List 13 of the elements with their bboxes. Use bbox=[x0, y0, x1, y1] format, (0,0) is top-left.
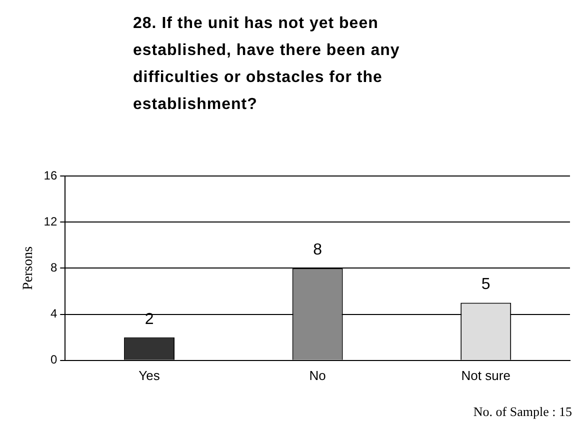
y-tick-label: 16 bbox=[44, 168, 58, 182]
text: No. of Sample : 15 bbox=[473, 404, 572, 420]
y-tick-label: 12 bbox=[44, 214, 58, 228]
x-tick-label: No bbox=[309, 368, 326, 383]
chart-title: 28. If the unit has not yet been established, have there been any difficulties or obstacles for the establishment? bbox=[133, 14, 401, 115]
y-axis-title: Persons bbox=[21, 246, 36, 290]
data-label: 8 bbox=[313, 242, 322, 259]
x-tick-label: Not sure bbox=[461, 368, 510, 383]
data-label: 5 bbox=[481, 276, 490, 294]
y-tick-label: 0 bbox=[50, 352, 58, 367]
y-tick-label: 4 bbox=[50, 306, 58, 321]
x-tick-label: Yes bbox=[138, 368, 160, 383]
y-tick-label: 8 bbox=[50, 260, 58, 275]
